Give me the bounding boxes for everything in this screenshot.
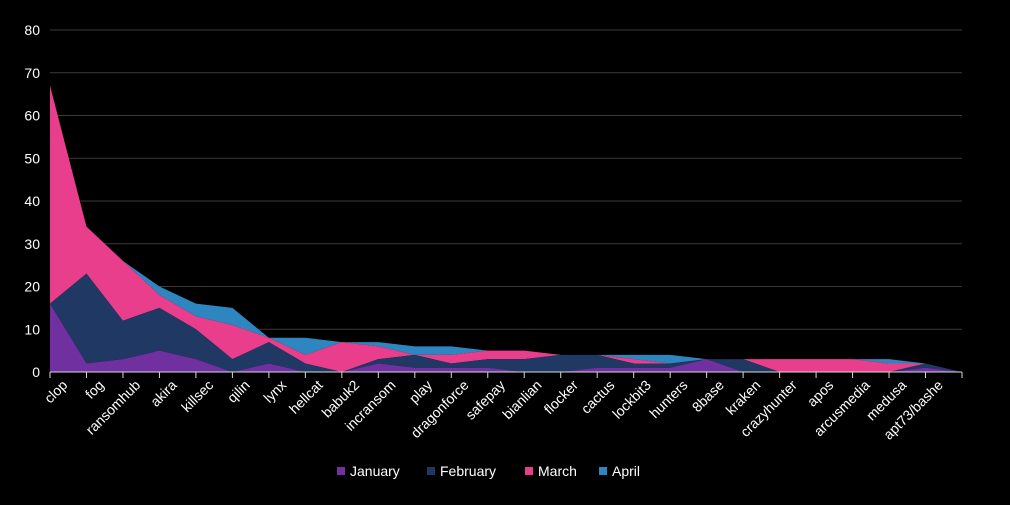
y-tick-label: 10 (24, 321, 40, 337)
legend-label-march: March (538, 463, 577, 479)
legend-swatch-march (525, 467, 533, 475)
legend-swatch-january (337, 467, 345, 475)
y-tick-label: 50 (24, 150, 40, 166)
x-tick-label: hunters (646, 377, 690, 421)
x-tick-label: qilin (224, 377, 253, 406)
x-tick-label: killsec (178, 377, 216, 415)
y-tick-label: 40 (24, 193, 40, 209)
legend-swatch-february (427, 467, 435, 475)
x-tick-label: fog (82, 377, 107, 402)
legend-label-january: January (350, 463, 400, 479)
area-series-february (50, 273, 962, 372)
x-tick-label: bianlian (499, 377, 544, 422)
x-tick-label: akira (147, 377, 180, 410)
x-tick-label: safepay (462, 377, 508, 423)
y-tick-label: 60 (24, 108, 40, 124)
legend-label-february: February (440, 463, 496, 479)
x-tick-label: clop (41, 377, 71, 407)
legend-swatch-april (599, 467, 607, 475)
y-tick-label: 20 (24, 279, 40, 295)
y-tick-label: 70 (24, 65, 40, 81)
legend: January February March April (337, 463, 640, 479)
x-tick-label: flocker (541, 377, 582, 418)
legend-label-april: April (612, 463, 640, 479)
y-tick-label: 80 (24, 22, 40, 38)
x-tick-label: 8base (689, 377, 727, 415)
y-tick-label: 0 (32, 364, 40, 380)
x-tick-label: lockbit3 (609, 377, 654, 422)
y-tick-label: 30 (24, 236, 40, 252)
area-series-january (50, 303, 962, 372)
area-layer (50, 85, 962, 372)
x-tick-label: lynx (260, 377, 289, 406)
x-tick-label: apos (804, 377, 837, 410)
grid-layer (50, 29, 962, 330)
x-tick-label: play (406, 377, 435, 406)
